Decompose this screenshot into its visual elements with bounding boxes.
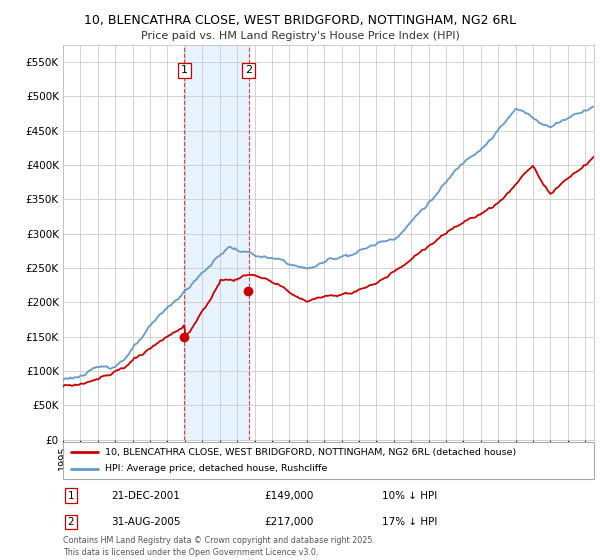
- Text: £149,000: £149,000: [265, 491, 314, 501]
- Text: £217,000: £217,000: [265, 517, 314, 527]
- Text: HPI: Average price, detached house, Rushcliffe: HPI: Average price, detached house, Rush…: [106, 464, 328, 473]
- Text: 2: 2: [68, 517, 74, 527]
- Text: 1: 1: [68, 491, 74, 501]
- Text: 21-DEC-2001: 21-DEC-2001: [111, 491, 179, 501]
- Bar: [184, 45, 248, 440]
- FancyBboxPatch shape: [63, 442, 594, 479]
- Text: 10% ↓ HPI: 10% ↓ HPI: [382, 491, 437, 501]
- Text: 1: 1: [181, 66, 188, 76]
- Text: Contains HM Land Registry data © Crown copyright and database right 2025.
This d: Contains HM Land Registry data © Crown c…: [63, 536, 375, 557]
- Text: Price paid vs. HM Land Registry's House Price Index (HPI): Price paid vs. HM Land Registry's House …: [140, 31, 460, 41]
- Text: 17% ↓ HPI: 17% ↓ HPI: [382, 517, 437, 527]
- Text: 10, BLENCATHRA CLOSE, WEST BRIDGFORD, NOTTINGHAM, NG2 6RL: 10, BLENCATHRA CLOSE, WEST BRIDGFORD, NO…: [84, 14, 516, 27]
- Text: 10, BLENCATHRA CLOSE, WEST BRIDGFORD, NOTTINGHAM, NG2 6RL (detached house): 10, BLENCATHRA CLOSE, WEST BRIDGFORD, NO…: [106, 448, 517, 457]
- Text: 2: 2: [245, 66, 252, 76]
- Text: 31-AUG-2005: 31-AUG-2005: [111, 517, 180, 527]
